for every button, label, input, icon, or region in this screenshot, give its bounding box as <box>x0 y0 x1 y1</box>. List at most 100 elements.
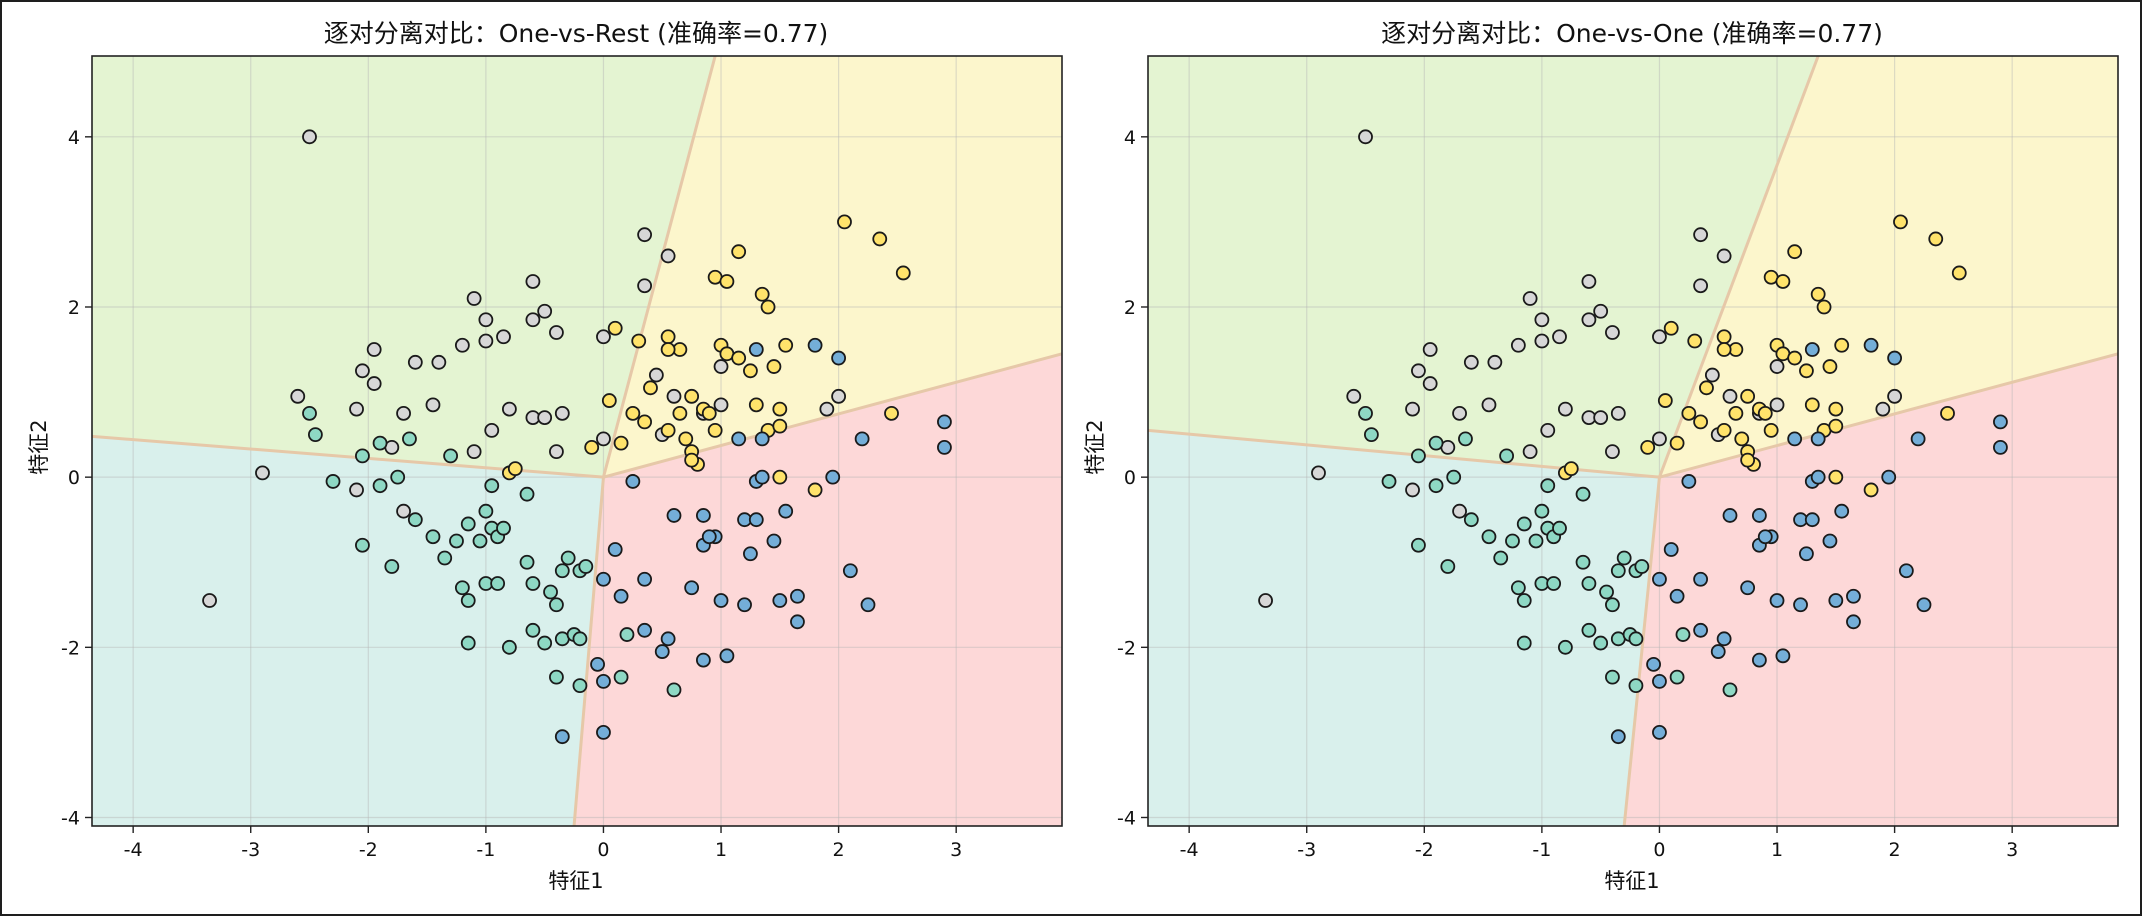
y-tick-label: -4 <box>61 807 80 829</box>
y-tick-label: 2 <box>68 297 80 319</box>
data-point-class2 <box>743 363 758 379</box>
data-point-class1 <box>302 129 317 145</box>
data-point-class3 <box>1846 614 1861 630</box>
data-point-class3 <box>596 673 611 689</box>
y-axis-label: 特征2 <box>27 419 51 474</box>
data-point-class1 <box>1522 291 1538 306</box>
data-point-class0 <box>372 478 388 494</box>
data-point-class0 <box>454 580 470 596</box>
data-point-class0 <box>1411 448 1426 464</box>
data-point-class2 <box>884 405 899 421</box>
data-point-class1 <box>1693 278 1709 294</box>
data-point-class0 <box>1516 593 1532 608</box>
data-point-class1 <box>525 274 541 289</box>
data-point-class3 <box>1669 588 1685 604</box>
data-point-class1 <box>637 278 653 294</box>
data-point-class3 <box>772 593 788 608</box>
data-point-class0 <box>1411 537 1426 553</box>
decision-boundary <box>1659 352 2118 479</box>
data-point-class2 <box>1734 431 1750 447</box>
data-point-class2 <box>613 435 629 451</box>
data-point-class0 <box>613 669 629 685</box>
x-tick-label: -3 <box>1297 839 1316 861</box>
data-point-class0 <box>1528 533 1544 549</box>
data-point-class0 <box>1575 554 1591 570</box>
data-point-class3 <box>1822 533 1838 549</box>
data-point-class3 <box>666 508 682 523</box>
data-point-class0 <box>372 435 388 451</box>
data-point-class1 <box>1452 405 1467 421</box>
x-tick-label: -1 <box>476 839 495 861</box>
data-point-class1 <box>496 329 511 345</box>
data-point-class2 <box>637 414 653 430</box>
data-point-class2 <box>1728 405 1744 421</box>
data-point-class2 <box>1804 397 1820 413</box>
data-point-class3 <box>1646 656 1661 672</box>
data-point-class0 <box>1363 427 1379 443</box>
data-point-class1 <box>1481 397 1497 413</box>
data-point-class1 <box>366 342 382 357</box>
data-point-class1 <box>355 363 370 379</box>
data-point-class3 <box>625 474 641 489</box>
data-point-class1 <box>554 405 570 421</box>
chart-one-vs-one: 逐对分离对比：One-vs-One (准确率=0.77) 特征1 特征2 -4 -… <box>1083 19 2119 893</box>
data-point-class1 <box>1652 431 1667 447</box>
data-point-class0 <box>484 478 500 494</box>
data-point-class2 <box>895 265 911 281</box>
data-point-class3 <box>1751 508 1767 523</box>
data-point-class0 <box>1493 550 1509 566</box>
decision-region-class1 <box>92 56 716 478</box>
x-axis-label: 特征1 <box>548 869 603 893</box>
data-point-class3 <box>1993 439 2008 455</box>
data-point-class1 <box>349 401 364 417</box>
data-point-class2 <box>1740 388 1756 404</box>
data-point-class1 <box>396 405 411 421</box>
data-point-class0 <box>1581 622 1597 638</box>
data-point-class1 <box>1487 354 1503 370</box>
data-point-class0 <box>1428 435 1444 451</box>
data-point-class0 <box>478 503 494 519</box>
data-point-class0 <box>1628 631 1644 647</box>
data-point-class1 <box>637 227 653 243</box>
data-point-class3 <box>554 729 570 745</box>
data-point-class2 <box>807 482 823 498</box>
data-point-class2 <box>731 350 747 366</box>
data-point-class0 <box>460 516 476 532</box>
chart-title: 逐对分离对比：One-vs-Rest (准确率=0.77) <box>324 19 829 48</box>
data-point-class1 <box>1311 465 1326 481</box>
data-point-class0 <box>1552 520 1567 536</box>
data-point-class2 <box>1563 461 1579 477</box>
data-point-class1 <box>1716 248 1732 264</box>
data-point-class2 <box>678 431 694 447</box>
data-point-class1 <box>1534 312 1550 328</box>
data-point-class2 <box>1763 422 1779 438</box>
data-point-class0 <box>472 533 488 549</box>
data-point-class3 <box>1757 529 1773 545</box>
data-point-class2 <box>684 452 700 468</box>
y-tick-label: -2 <box>61 637 80 659</box>
data-point-class0 <box>537 635 553 651</box>
data-point-class1 <box>1887 388 1903 404</box>
data-point-class0 <box>1516 635 1532 651</box>
data-point-class0 <box>1593 635 1609 651</box>
data-point-class1 <box>1452 503 1467 519</box>
data-point-class3 <box>831 350 847 366</box>
data-point-class0 <box>407 512 423 528</box>
x-tick-label: 2 <box>833 839 845 861</box>
data-point-class1 <box>1422 376 1438 391</box>
data-point-class3 <box>1722 508 1738 523</box>
y-axis-label: 特征2 <box>1083 419 1107 474</box>
plot-frame <box>1147 55 2119 827</box>
data-point-class0 <box>572 678 588 694</box>
data-point-class2 <box>1951 265 1967 281</box>
data-point-class1 <box>537 303 553 319</box>
x-tick-label: 1 <box>715 839 727 861</box>
data-point-class1 <box>1581 312 1597 328</box>
data-point-class3 <box>1916 597 1932 613</box>
data-point-class0 <box>543 584 558 600</box>
data-point-class2 <box>1669 435 1685 451</box>
data-point-class0 <box>449 533 464 549</box>
data-point-class0 <box>1481 529 1497 545</box>
data-point-class1 <box>454 337 470 353</box>
x-tick-label: -2 <box>1415 839 1434 861</box>
